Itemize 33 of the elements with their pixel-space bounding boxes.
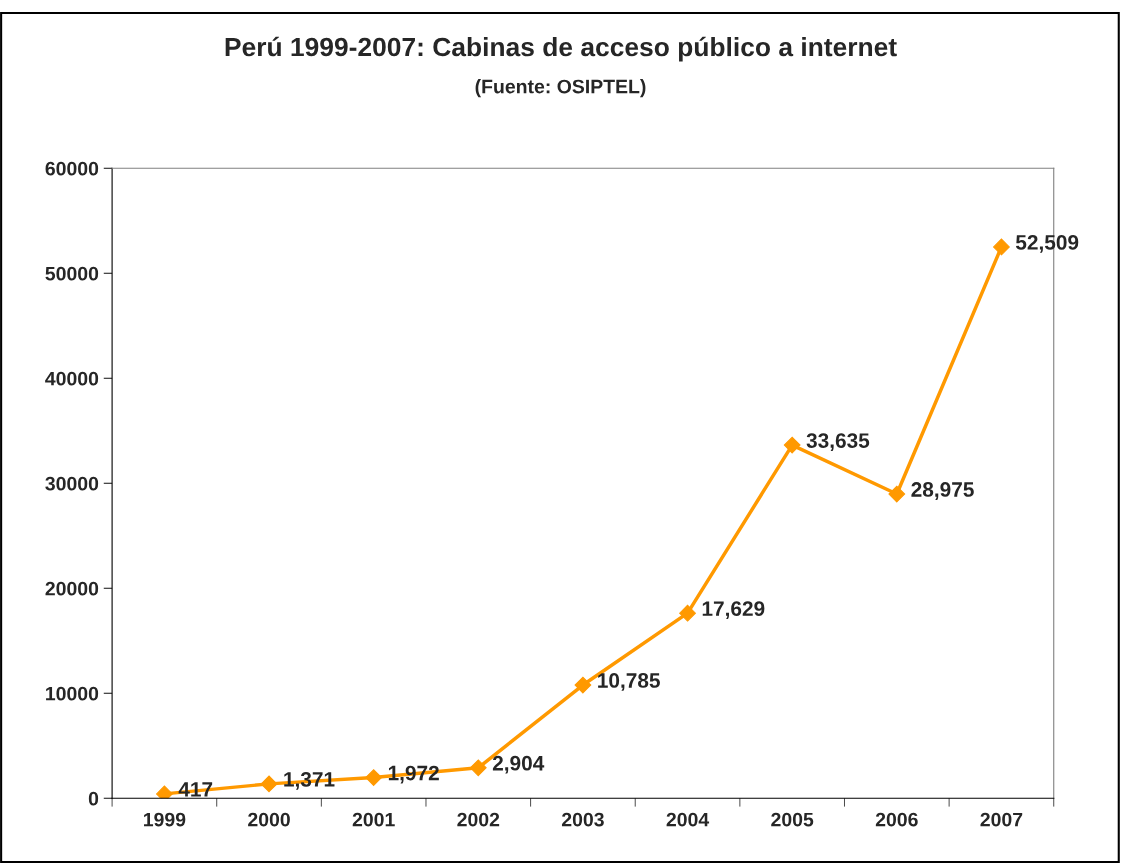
chart-subtitle: (Fuente: OSIPTEL) (475, 79, 646, 98)
y-tick-label: 10000 (46, 686, 99, 701)
chart-title: Perú 1999-2007: Cabinas de acceso público a internet (225, 36, 897, 62)
y-tick-label: 0 (88, 791, 99, 806)
point (783, 436, 801, 454)
x-tick-label: 2006 (875, 812, 918, 827)
y-tick-label: 50000 (45, 266, 99, 281)
point (574, 676, 592, 694)
data-label: 52,509 (1015, 235, 1079, 253)
x-tick-label: 2007 (980, 812, 1023, 827)
y-tick-label: 30000 (45, 476, 99, 491)
data-label: 33,635 (806, 433, 870, 451)
point (260, 775, 278, 793)
point (679, 604, 696, 622)
data-label: 2,904 (492, 755, 545, 774)
point (993, 238, 1010, 256)
x-tick-label: 2004 (666, 812, 710, 827)
x-tick-label: 2005 (771, 812, 814, 827)
y-tick-label: 60000 (45, 161, 99, 176)
y-tick-label: 40000 (45, 371, 99, 386)
point (365, 769, 383, 786)
x-tick-label: 2003 (561, 812, 604, 827)
data-label: 28,975 (911, 482, 974, 500)
data-label: 10,785 (598, 673, 660, 691)
point (469, 759, 487, 777)
point (888, 485, 906, 503)
x-tick-label: 1999 (144, 812, 186, 827)
data-label: 17,629 (702, 601, 765, 620)
x-tick-label: 2002 (457, 812, 500, 827)
x-tick-label: 2001 (352, 812, 395, 827)
point (156, 785, 173, 799)
y-tick-label: 20000 (45, 581, 99, 596)
x-tick-label: 2000 (248, 812, 290, 827)
